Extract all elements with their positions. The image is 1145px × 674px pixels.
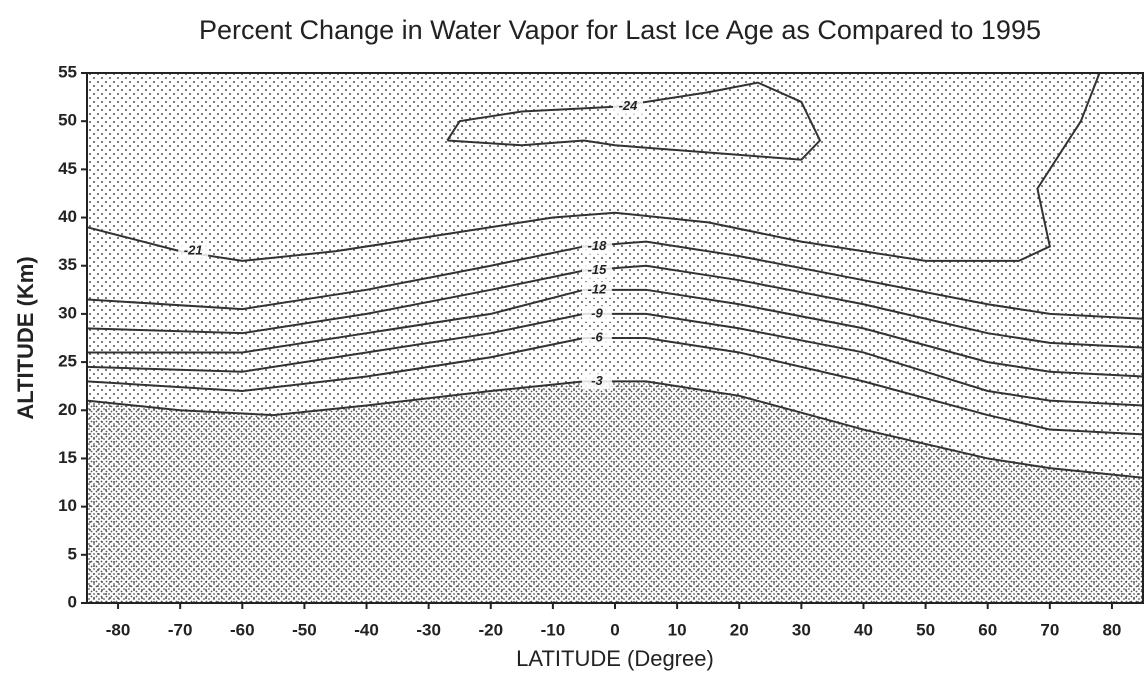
x-tick-label: 10: [668, 620, 687, 639]
x-tick-label: 70: [1040, 620, 1059, 639]
x-axis-label: LATITUDE (Degree): [516, 646, 714, 671]
contour-line: [86, 264, 1144, 349]
y-axis-label: ALTITUDE (Km): [13, 256, 38, 419]
contour-label: -15: [588, 262, 608, 277]
x-tick-label: 30: [792, 620, 811, 639]
x-tick-label: 20: [730, 620, 749, 639]
x-tick-label: 80: [1102, 620, 1121, 639]
x-tick-label: -50: [292, 620, 317, 639]
contour-label: -6: [591, 329, 603, 344]
y-tick-label: 5: [68, 544, 77, 563]
contour-label: -12: [588, 281, 608, 296]
contour-label-bg: [178, 243, 209, 260]
contour-line: [87, 288, 1144, 378]
contour-label-bg: [581, 305, 612, 322]
y-tick-label: 15: [58, 448, 77, 467]
y-tick-label: 30: [58, 303, 77, 322]
contour-label-bg: [581, 330, 612, 346]
contour-line: [86, 312, 1144, 407]
x-tick-label: -80: [106, 620, 131, 639]
y-tick-label: 45: [58, 159, 77, 178]
contour-label: -9: [591, 305, 603, 320]
x-tick-label: 50: [916, 620, 935, 639]
contour-line: [446, 81, 822, 161]
y-tick-label: 40: [58, 207, 77, 226]
contour-line: [86, 240, 1144, 320]
y-tick-label: 25: [58, 352, 77, 371]
y-tick-label: 0: [68, 592, 77, 611]
x-tick-label: -10: [541, 620, 566, 639]
y-tick-label: 50: [58, 111, 77, 130]
contour-label-bg: [581, 281, 612, 298]
dense-stipple: [87, 381, 1143, 603]
contour-line: [86, 337, 1144, 436]
contour-label-bg: [581, 373, 612, 390]
contour-line: [86, 72, 1101, 262]
y-tick-label: 35: [58, 255, 77, 274]
contour-label: -18: [588, 238, 608, 253]
x-tick-label: -60: [230, 620, 255, 639]
contour-label: -24: [619, 98, 639, 113]
x-tick-label: 40: [854, 620, 873, 639]
contour-label-bg: [581, 262, 612, 279]
contour-line: [86, 380, 1144, 479]
x-tick-label: -30: [416, 620, 441, 639]
y-tick-label: 55: [58, 62, 77, 81]
y-tick-label: 20: [58, 400, 77, 419]
x-tick-label: -40: [354, 620, 379, 639]
chart-title: Percent Change in Water Vapor for Last I…: [199, 15, 1041, 45]
x-tick-label: 60: [978, 620, 997, 639]
contour-label-bg: [613, 98, 643, 115]
contour-label: -21: [184, 243, 203, 258]
y-tick-label: 10: [58, 496, 77, 515]
contour-label-bg: [581, 238, 612, 255]
x-tick-label: -20: [478, 620, 503, 639]
contour-label: -3: [591, 373, 603, 388]
x-tick-label: 0: [610, 620, 619, 639]
x-tick-label: -70: [168, 620, 193, 639]
